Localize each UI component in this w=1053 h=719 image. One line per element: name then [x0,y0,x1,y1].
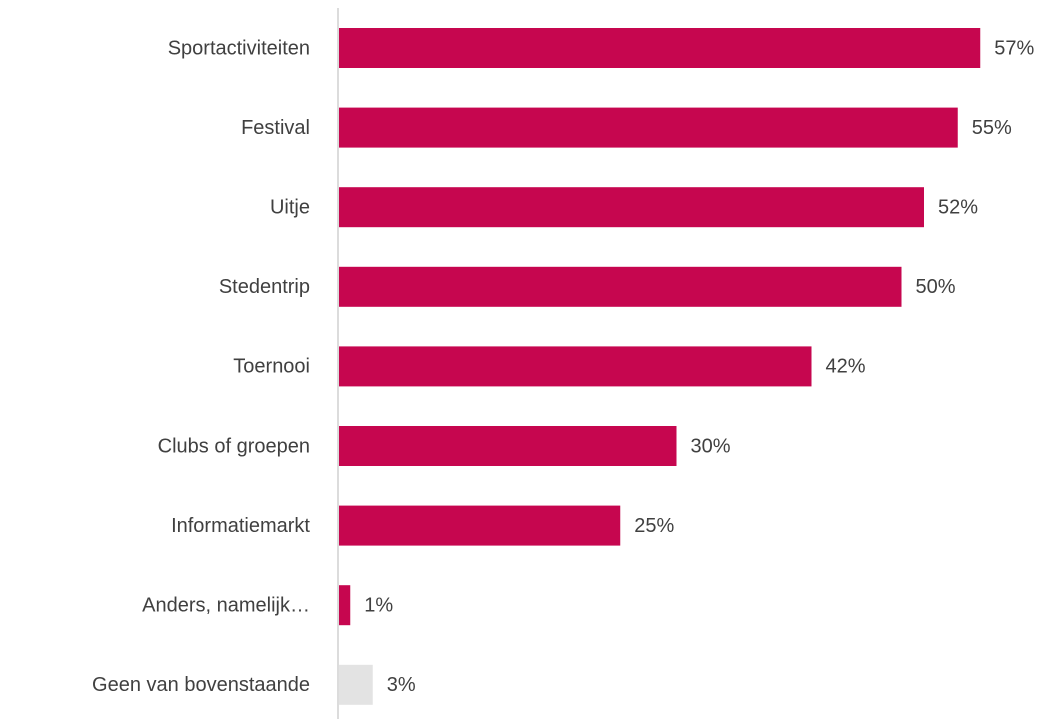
value-label: 50% [916,276,956,298]
bar [339,266,902,307]
category-label: Anders, namelijk… [142,594,310,616]
bar [339,107,958,148]
bar [339,187,924,228]
category-label: Uitje [270,196,310,218]
value-label: 25% [634,515,674,537]
value-label: 3% [387,674,416,696]
category-label: Stedentrip [219,276,310,298]
category-label: Toernooi [233,356,310,378]
value-label: 52% [938,196,978,218]
value-label: 30% [691,435,731,457]
value-label: 42% [826,356,866,378]
category-label: Geen van bovenstaande [92,674,310,696]
bar [339,664,373,705]
bar [339,28,981,68]
bar [339,585,351,626]
category-label: Festival [241,117,310,139]
category-label: Informatiemarkt [171,515,310,537]
category-label: Clubs of groepen [158,435,310,457]
bar [339,426,677,466]
value-label: 57% [994,37,1034,59]
bar [339,505,621,546]
category-label: Sportactiviteiten [168,37,310,59]
bar [339,346,812,387]
value-label: 1% [364,594,393,616]
value-label: 55% [972,117,1012,139]
